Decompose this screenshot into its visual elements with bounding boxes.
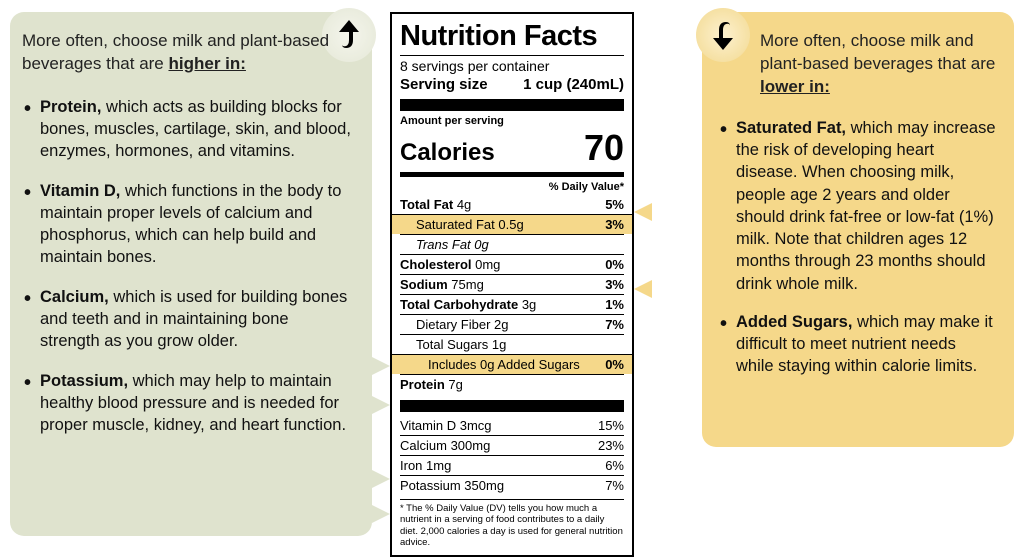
heading-emph: lower in:: [760, 77, 830, 96]
lower-in-list: Saturated Fat, which may increase the ri…: [718, 117, 996, 378]
nutrient-row: Cholesterol 0mg0%: [400, 254, 624, 274]
nutrition-facts-label: Nutrition Facts 8 servings per container…: [390, 12, 634, 557]
nutrient-row: Includes 0g Added Sugars 0%: [392, 354, 632, 374]
pointer-left: [372, 396, 390, 414]
footnote: * The % Daily Value (DV) tells you how m…: [400, 499, 624, 549]
serving-size-row: Serving size 1 cup (240mL): [400, 76, 624, 93]
label-title: Nutrition Facts: [400, 20, 624, 56]
heading-pre: More often, choose milk and plant-based …: [760, 31, 995, 73]
pointer-left: [372, 470, 390, 488]
heading-emph: higher in:: [168, 54, 245, 73]
higher-in-heading: More often, choose milk and plant-based …: [22, 30, 352, 76]
higher-in-list: Protein, which acts as building blocks f…: [22, 96, 352, 436]
serving-size-label: Serving size: [400, 76, 488, 93]
list-item: Added Sugars, which may make it difficul…: [718, 311, 996, 378]
pointer-left: [372, 357, 390, 375]
nutrient-row: Sodium 75mg3%: [400, 274, 624, 294]
thick-rule: [400, 400, 624, 412]
nutrient-row: Total Fat 4g5%: [400, 195, 624, 214]
list-item: Vitamin D, which functions in the body t…: [22, 180, 352, 269]
calories-row: Calories 70: [400, 127, 624, 177]
pointer-left: [372, 505, 390, 523]
nutrient-row: Total Carbohydrate 3g1%: [400, 294, 624, 314]
list-item: Potassium, which may help to maintain he…: [22, 370, 352, 437]
lower-in-panel: More often, choose milk and plant-based …: [702, 12, 1014, 447]
vitamin-rows: Vitamin D 3mcg15%Calcium 300mg23%Iron 1m…: [400, 416, 624, 495]
nutrient-row: Dietary Fiber 2g7%: [400, 314, 624, 334]
nutrient-rows: Total Fat 4g5%Saturated Fat 0.5g3%Trans …: [400, 195, 624, 394]
vitamin-row: Iron 1mg6%: [400, 455, 624, 475]
vitamin-row: Vitamin D 3mcg15%: [400, 416, 624, 435]
list-item: Calcium, which is used for building bone…: [22, 286, 352, 353]
higher-in-panel: More often, choose milk and plant-based …: [10, 12, 372, 536]
pointer-right: [634, 203, 652, 221]
list-item: Saturated Fat, which may increase the ri…: [718, 117, 996, 295]
dv-header: % Daily Value*: [400, 181, 624, 193]
nutrient-row: Saturated Fat 0.5g3%: [392, 214, 632, 234]
nutrient-row: Trans Fat 0g: [400, 234, 624, 254]
lower-in-heading: More often, choose milk and plant-based …: [718, 30, 996, 99]
nutrient-row: Total Sugars 1g: [400, 334, 624, 354]
calories-value: 70: [584, 127, 624, 169]
serving-size-value: 1 cup (240mL): [523, 76, 624, 93]
vitamin-row: Calcium 300mg23%: [400, 435, 624, 455]
list-item: Protein, which acts as building blocks f…: [22, 96, 352, 163]
servings-per-container: 8 servings per container: [400, 58, 624, 74]
nutrient-row: Protein 7g: [400, 374, 624, 394]
thick-rule: [400, 99, 624, 111]
vitamin-row: Potassium 350mg7%: [400, 475, 624, 495]
amount-per-serving: Amount per serving: [400, 115, 624, 127]
pointer-right: [634, 280, 652, 298]
calories-label: Calories: [400, 139, 495, 167]
